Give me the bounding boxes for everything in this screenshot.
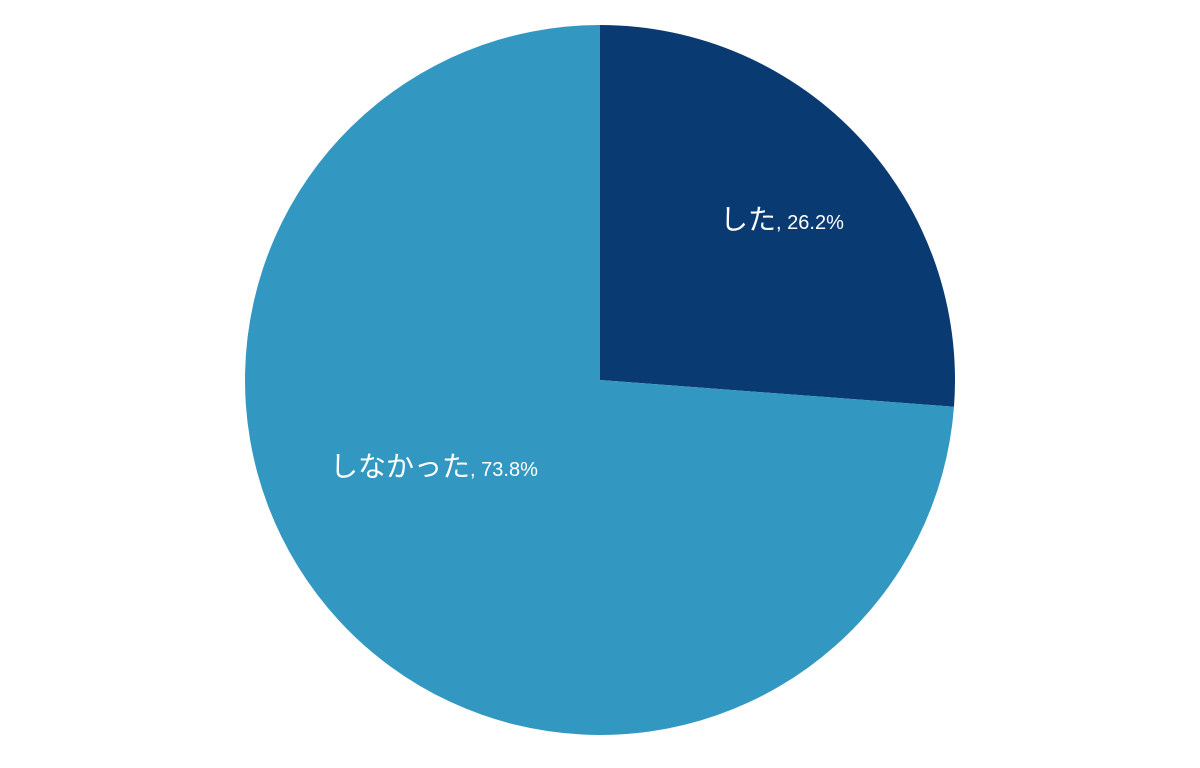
pie-label-1: しなかった, 73.8% bbox=[330, 445, 538, 485]
pie-label-0: した, 26.2% bbox=[720, 198, 844, 238]
slice-label-name: しなかった bbox=[330, 451, 470, 482]
slice-label-name: した bbox=[720, 204, 776, 235]
slice-label-pct: 26.2% bbox=[787, 212, 844, 234]
pie-chart bbox=[0, 0, 1200, 768]
slice-label-pct: 73.8% bbox=[481, 459, 538, 481]
pie-svg bbox=[0, 0, 1200, 763]
